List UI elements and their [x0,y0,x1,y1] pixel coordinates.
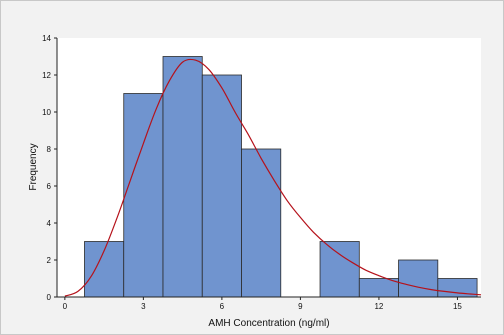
y-tick-label: 0 [47,293,52,302]
y-tick-label: 8 [47,145,52,154]
x-tick-label: 9 [298,302,303,311]
x-tick-label: 12 [374,302,383,311]
histogram-bar-3 [162,56,203,298]
y-axis-title: Frequency [28,143,39,190]
x-tick-label: 0 [63,302,68,311]
histogram-bar-8 [358,278,399,298]
axes: 0 3 6 9 12 15 0 2 4 6 8 10 12 14 [42,34,481,311]
y-tick-label: 14 [42,34,51,43]
histogram-bar-9 [398,259,439,298]
fitted-distribution-curve [64,58,482,297]
x-tick-label: 6 [220,302,225,311]
y-tick-label: 6 [47,182,52,191]
histogram-bar-2 [123,93,164,298]
histogram-bar-7 [319,241,360,298]
x-tick-label: 15 [453,302,462,311]
y-tick-label: 10 [42,108,51,117]
histogram-bar-5 [241,148,282,298]
x-tick-label: 3 [141,302,146,311]
y-tick-label: 12 [42,71,51,80]
histogram-bars [84,56,478,298]
histogram-bar-4 [201,74,242,298]
x-axis-title: AMH Concentration (ng/ml) [208,318,329,329]
y-tick-label: 2 [47,256,52,265]
y-tick-label: 4 [47,219,52,228]
